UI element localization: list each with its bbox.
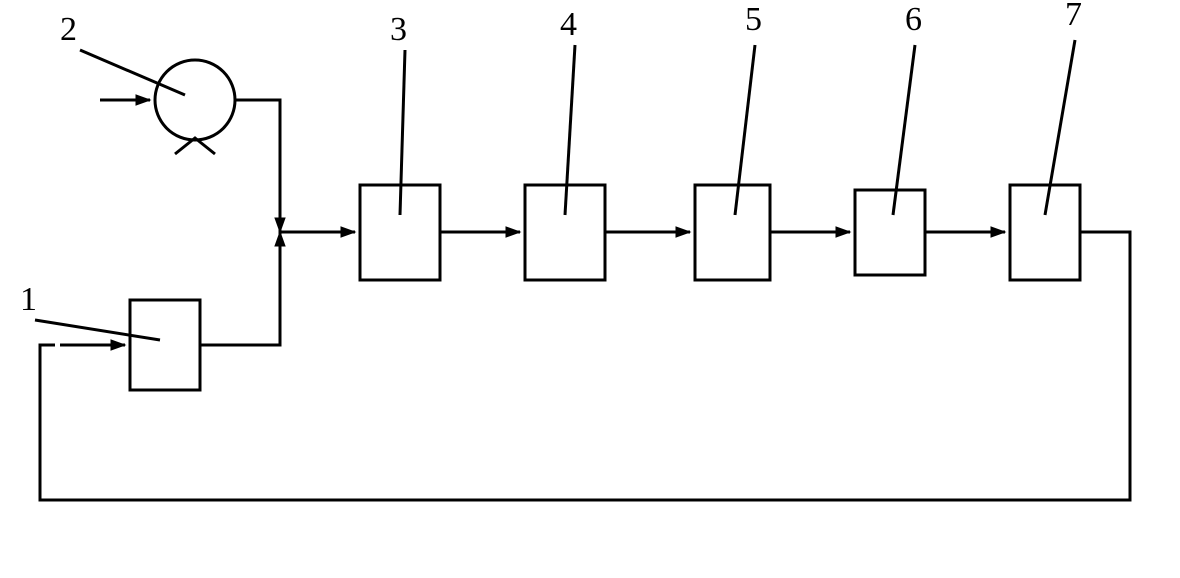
arrow-b4_to_b5: [605, 227, 690, 237]
box-b3: [360, 50, 440, 280]
box-b4: [525, 45, 605, 280]
arrow-pump_to_j: [235, 100, 285, 232]
arrow-b5_to_b6: [770, 227, 850, 237]
svg-text:1: 1: [20, 281, 37, 318]
svg-text:7: 7: [1065, 0, 1082, 33]
box-b7: [1010, 40, 1080, 280]
svg-text:2: 2: [60, 11, 77, 48]
box-b5: [695, 45, 770, 280]
pump: [80, 50, 235, 154]
arrow-in_pump: [100, 95, 150, 105]
arrow-j_to_b3: [280, 227, 355, 237]
svg-text:4: 4: [560, 6, 577, 43]
arrow-b3_to_b4: [440, 227, 520, 237]
svg-text:3: 3: [390, 11, 407, 48]
box-b6: [855, 45, 925, 275]
svg-text:6: 6: [905, 1, 922, 38]
arrow-in_b1: [60, 340, 125, 350]
svg-text:5: 5: [745, 1, 762, 38]
arrow-b1_to_j: [200, 232, 285, 345]
arrow-b6_to_b7: [925, 227, 1005, 237]
